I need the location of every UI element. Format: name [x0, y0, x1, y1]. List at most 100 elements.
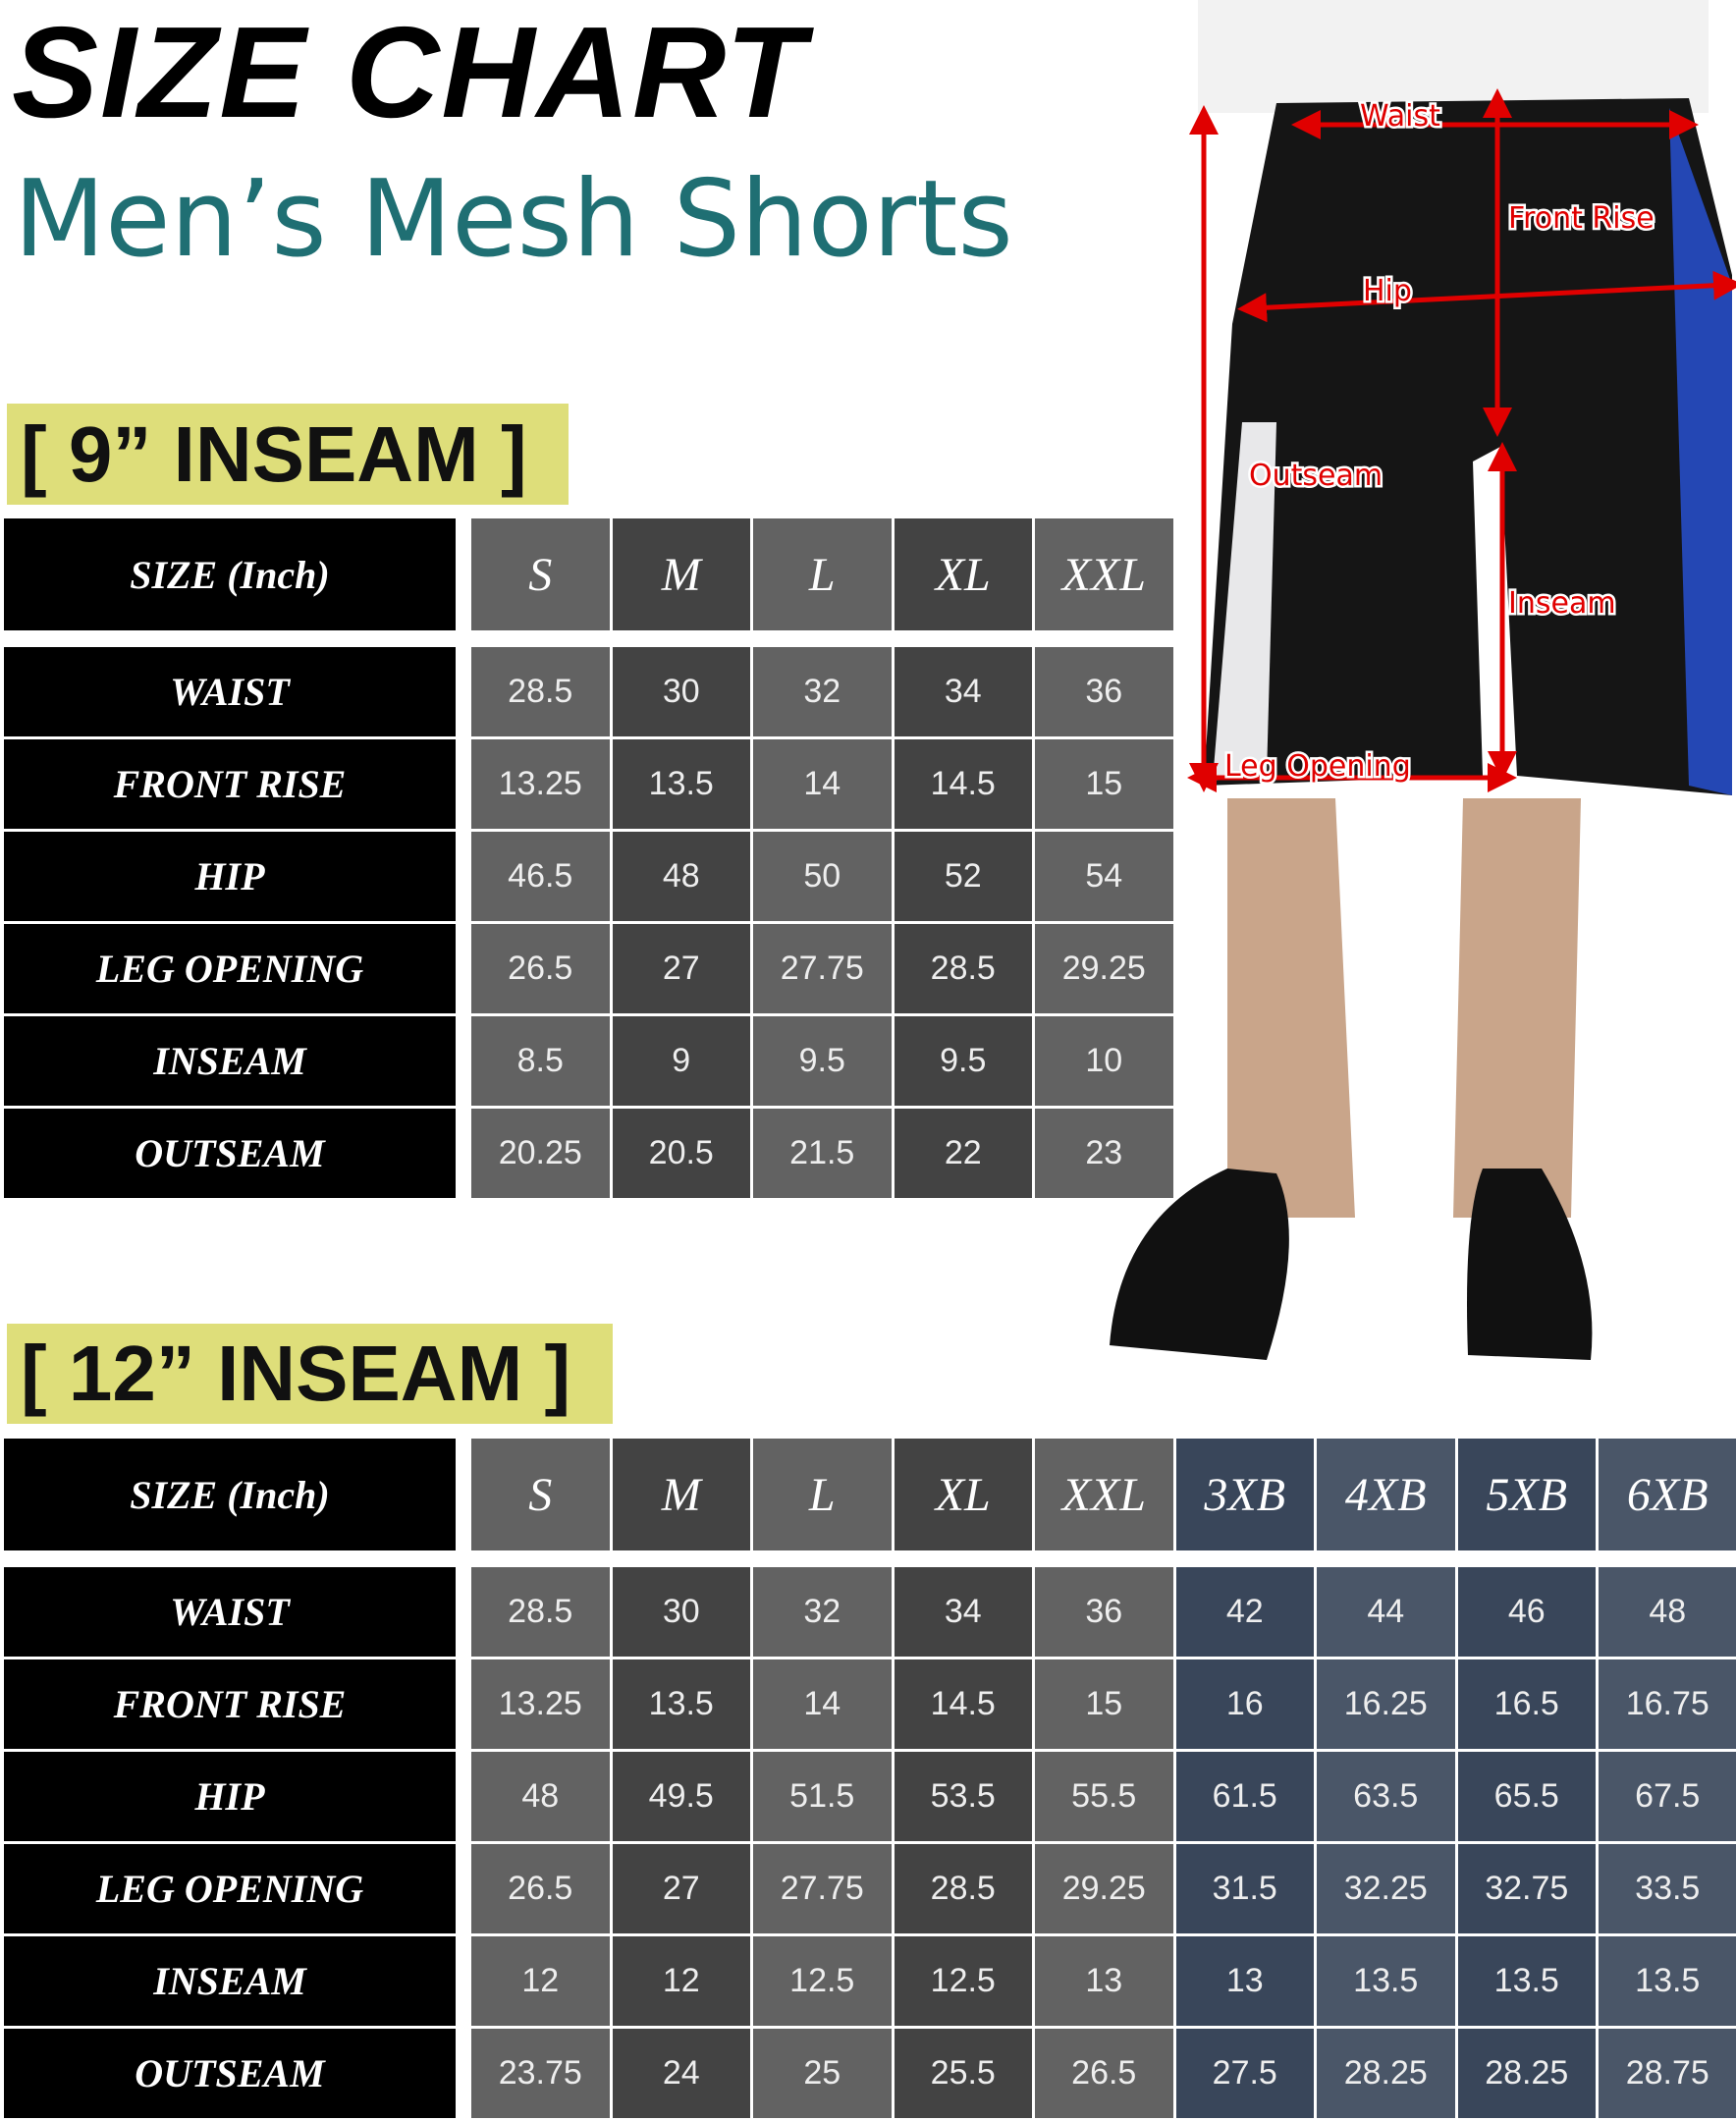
size-value: 28.5 [471, 647, 610, 736]
row-label: FRONT RISE [4, 1659, 456, 1749]
size-value: 46 [1457, 1567, 1596, 1657]
size-value: 28.5 [471, 1567, 610, 1657]
size-value: 12.5 [894, 1936, 1032, 2026]
size-header: 3XB [1175, 1439, 1314, 1550]
size-value: 48 [612, 832, 750, 921]
size-value: 29.25 [1035, 924, 1173, 1013]
size-value: 28.5 [894, 924, 1032, 1013]
size-value: 15 [1035, 739, 1173, 829]
size-value: 67.5 [1599, 1752, 1736, 1841]
size-header: S [471, 1439, 610, 1550]
size-value: 9.5 [753, 1016, 892, 1106]
row-label: LEG OPENING [4, 924, 456, 1013]
row-label: INSEAM [4, 1936, 456, 2026]
size-header: XL [894, 1439, 1032, 1550]
size-value: 49.5 [612, 1752, 750, 1841]
size-value: 20.5 [612, 1109, 750, 1198]
size-header: XXL [1035, 518, 1173, 630]
size-value: 26.5 [471, 924, 610, 1013]
size-value: 26.5 [1035, 2029, 1173, 2118]
size-value: 13.5 [612, 739, 750, 829]
size-header: XL [894, 518, 1032, 630]
size-value: 51.5 [753, 1752, 892, 1841]
size-value: 27.5 [1175, 2029, 1314, 2118]
size-value: 10 [1035, 1016, 1173, 1106]
size-value: 23 [1035, 1109, 1173, 1198]
size-value: 27 [612, 1844, 750, 1933]
row-label: LEG OPENING [4, 1844, 456, 1933]
diagram-label: Leg Opening [1224, 749, 1411, 784]
size-value: 52 [894, 832, 1032, 921]
size-value: 65.5 [1457, 1752, 1596, 1841]
size-value: 14.5 [894, 1659, 1032, 1749]
size-value: 55.5 [1035, 1752, 1173, 1841]
size-value: 32.75 [1457, 1844, 1596, 1933]
diagram-label: Inseam [1508, 586, 1616, 621]
size-header: XXL [1035, 1439, 1173, 1550]
size-value: 27.75 [753, 1844, 892, 1933]
size-value: 13.5 [1599, 1936, 1736, 2026]
size-value: 14 [753, 739, 892, 829]
diagram-label: Front Rise [1508, 201, 1655, 236]
size-value: 25.5 [894, 2029, 1032, 2118]
size-value: 13.5 [612, 1659, 750, 1749]
row-label: WAIST [4, 1567, 456, 1657]
row-label: OUTSEAM [4, 2029, 456, 2118]
size-value: 16.5 [1457, 1659, 1596, 1749]
size-header: 4XB [1317, 1439, 1455, 1550]
size-value: 24 [612, 2029, 750, 2118]
size-value: 34 [894, 1567, 1032, 1657]
size-value: 29.25 [1035, 1844, 1173, 1933]
size-value: 9.5 [894, 1016, 1032, 1106]
size-header: S [471, 518, 610, 630]
size-value: 14.5 [894, 739, 1032, 829]
shorts-photo: Waist Front Rise Hip Outseam Inseam Leg Openi… [1110, 0, 1736, 1360]
size-value: 31.5 [1175, 1844, 1314, 1933]
size-value: 28.75 [1599, 2029, 1736, 2118]
size-value: 33.5 [1599, 1844, 1736, 1933]
size-value: 27 [612, 924, 750, 1013]
size-value: 13.5 [1317, 1936, 1455, 2026]
size-value: 8.5 [471, 1016, 610, 1106]
size-value: 12 [471, 1936, 610, 2026]
size-header: M [612, 518, 750, 630]
size-value: 13 [1175, 1936, 1314, 2026]
row-label: HIP [4, 1752, 456, 1841]
size-value: 36 [1035, 647, 1173, 736]
title: SIZE CHART [12, 0, 807, 144]
size-value: 13 [1035, 1936, 1173, 2026]
size-value: 23.75 [471, 2029, 610, 2118]
corner-cell: SIZE (Inch) [4, 1439, 456, 1550]
size-value: 26.5 [471, 1844, 610, 1933]
row-label: OUTSEAM [4, 1109, 456, 1198]
subtitle: Men’s Mesh Shorts [14, 158, 1013, 281]
size-value: 63.5 [1317, 1752, 1455, 1841]
size-value: 16 [1175, 1659, 1314, 1749]
size-header: 5XB [1457, 1439, 1596, 1550]
size-header: L [753, 518, 892, 630]
size-value: 22 [894, 1109, 1032, 1198]
size-value: 28.25 [1317, 2029, 1455, 2118]
size-value: 12.5 [753, 1936, 892, 2026]
size-value: 53.5 [894, 1752, 1032, 1841]
size-value: 61.5 [1175, 1752, 1314, 1841]
size-value: 44 [1317, 1567, 1455, 1657]
size-value: 25 [753, 2029, 892, 2118]
size-value: 42 [1175, 1567, 1314, 1657]
diagram-label: Hip [1363, 274, 1412, 308]
size-value: 50 [753, 832, 892, 921]
size-value: 46.5 [471, 832, 610, 921]
size-value: 13.25 [471, 739, 610, 829]
size-value: 13.5 [1457, 1936, 1596, 2026]
row-label: HIP [4, 832, 456, 921]
size-value: 9 [612, 1016, 750, 1106]
size-value: 30 [612, 1567, 750, 1657]
size-header: M [612, 1439, 750, 1550]
diagram-label: Waist [1360, 99, 1440, 134]
size-value: 48 [471, 1752, 610, 1841]
row-label: FRONT RISE [4, 739, 456, 829]
size-value: 15 [1035, 1659, 1173, 1749]
size-value: 32 [753, 647, 892, 736]
size-value: 32.25 [1317, 1844, 1455, 1933]
